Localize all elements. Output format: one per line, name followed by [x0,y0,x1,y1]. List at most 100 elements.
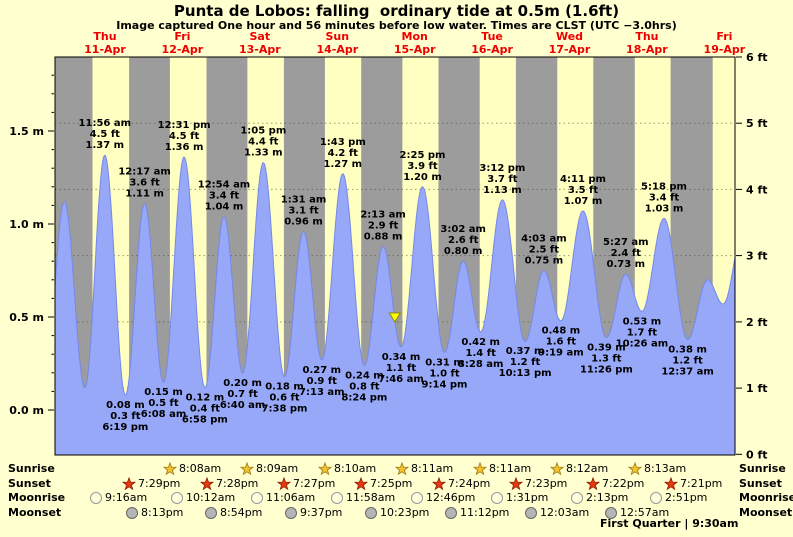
tide-high-label: 2.9 ft [368,220,399,231]
tide-high-label: 1:31 am [281,194,327,205]
tide-low-label: 8:28 am [458,359,504,370]
tide-low-label: 0.20 m [223,378,262,389]
tide-low-label: 8:24 pm [341,392,387,403]
tide-low-label: 0.5 ft [148,398,179,409]
day-date-label: 18-Apr [626,43,668,56]
tide-low-label: 1.7 ft [627,327,658,338]
tide-low-label: 0.27 m [303,365,342,376]
meter-axis-label: 0.0 m [9,404,44,417]
day-date-label: 15-Apr [394,43,436,56]
tide-high-label: 2.5 ft [529,245,560,256]
feet-axis-label: 5 ft [746,117,768,130]
page-title: Punta de Lobos: falling ordinary tide at… [173,2,620,20]
meter-axis-label: 1.0 m [9,218,44,231]
tide-high-label: 4.5 ft [169,131,200,142]
day-date-label: 17-Apr [549,43,591,56]
tide-high-label: 5:18 pm [641,181,687,192]
tide-high-label: 1.27 m [324,159,363,170]
day-name-label: Mon [402,30,428,43]
tide-low-label: 10:26 am [616,338,668,349]
day-name-label: Wed [556,30,583,43]
day-name-label: Fri [174,30,190,43]
tide-high-label: 1.04 m [205,202,244,213]
tide-high-label: 2.6 ft [448,235,479,246]
tide-low-label: 1.4 ft [466,348,497,359]
tide-high-label: 12:17 am [118,167,170,178]
tide-high-label: 3.9 ft [407,161,438,172]
tide-high-label: 4.4 ft [248,137,279,148]
day-name-label: Fri [716,30,732,43]
tide-low-label: 0.18 m [265,382,304,393]
tide-low-label: 11:26 pm [580,365,633,376]
tide-low-label: 7:38 pm [262,404,308,415]
current-tide-marker [388,312,402,323]
feet-axis-label: 4 ft [746,183,768,196]
tide-high-label: 3.7 ft [487,174,518,185]
feet-axis-label: 1 ft [746,382,768,395]
day-name-label: Sat [249,30,270,43]
tide-low-label: 7:13 am [299,387,345,398]
day-name-label: Thu [93,30,116,43]
tide-low-label: 1.2 ft [672,355,703,366]
tide-high-label: 0.88 m [364,231,403,242]
tide-low-label: 6:58 pm [182,415,228,426]
tide-low-label: 12:37 am [661,366,713,377]
tide-low-label: 6:19 pm [102,422,148,433]
tide-low-label: 0.12 m [186,393,225,404]
tide-high-label: 3.4 ft [649,192,680,203]
tide-high-label: 4:03 am [521,234,567,245]
page-subtitle: Image captured One hour and 56 minutes b… [116,19,677,32]
tide-low-label: 0.3 ft [110,411,141,422]
day-name-label: Thu [635,30,658,43]
tide-high-label: 12:54 am [198,180,250,191]
tide-low-label: 1.3 ft [591,354,622,365]
feet-axis-label: 6 ft [746,51,768,64]
tide-high-label: 4.5 ft [90,129,121,140]
tide-low-label: 0.53 m [623,316,662,327]
tide-low-label: 0.15 m [144,387,183,398]
tide-high-label: 1.13 m [483,185,522,196]
tide-low-label: 0.39 m [587,343,626,354]
tide-high-label: 1.36 m [165,142,204,153]
meter-axis-label: 1.5 m [9,125,44,138]
tide-high-label: 11:56 am [79,118,131,129]
tide-low-label: 6:08 am [141,409,187,420]
tide-high-label: 3.4 ft [209,191,240,202]
tide-high-label: 0.75 m [525,256,564,267]
day-name-label: Sun [326,30,350,43]
tide-high-label: 0.96 m [284,216,323,227]
tide-high-label: 2.4 ft [611,248,642,259]
tide-low-label: 0.37 m [506,346,545,357]
tide-high-label: 1:05 pm [240,126,286,137]
day-date-label: 14-Apr [316,43,358,56]
day-name-label: Tue [481,30,503,43]
tide-low-label: 0.4 ft [190,404,221,415]
tide-high-label: 3.1 ft [288,205,319,216]
plot-border [54,56,736,456]
day-date-label: 12-Apr [162,43,204,56]
tide-high-label: 1.03 m [645,203,684,214]
tide-high-label: 3:02 am [440,224,486,235]
tide-low-label: 0.31 m [425,357,464,368]
tide-high-label: 1.20 m [403,172,442,183]
tide-high-label: 1.33 m [244,148,283,159]
day-date-label: 16-Apr [471,43,513,56]
moon-phase-label: First Quarter | 9:30am [600,517,739,530]
tide-high-label: 1.07 m [564,196,603,207]
tide-low-label: 0.38 m [668,344,707,355]
tide-high-label: 4.2 ft [328,148,359,159]
tide-low-label: 0.6 ft [269,393,300,404]
tide-low-label: 0.9 ft [307,376,338,387]
tide-low-label: 6:40 am [220,400,266,411]
tide-low-label: 7:46 am [378,374,424,385]
tide-high-label: 1.11 m [125,189,164,200]
tide-high-label: 0.80 m [444,246,483,257]
meter-axis-label: 0.5 m [9,311,44,324]
tide-low-label: 0.8 ft [349,381,380,392]
tide-low-label: 1.2 ft [510,357,541,368]
tide-high-label: 3:12 pm [479,163,525,174]
tide-low-label: 0.7 ft [227,389,258,400]
tide-high-label: 3.5 ft [568,185,599,196]
